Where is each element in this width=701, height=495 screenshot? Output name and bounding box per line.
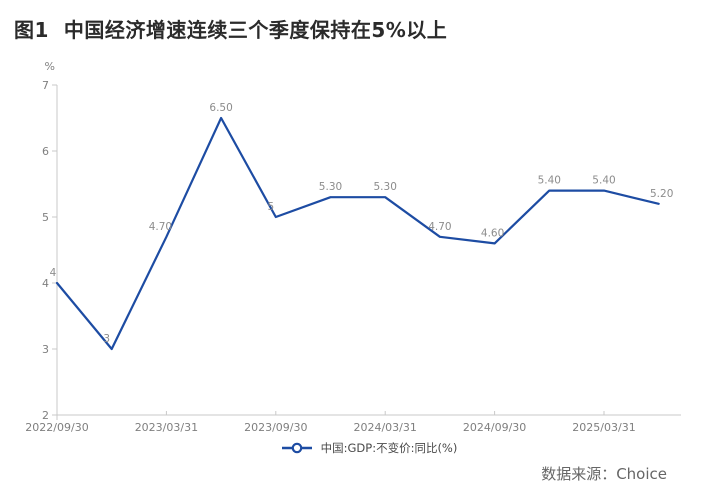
svg-text:7: 7 — [42, 79, 49, 92]
svg-text:4.70: 4.70 — [428, 221, 451, 233]
svg-text:5.30: 5.30 — [319, 181, 342, 193]
data-source: 数据来源：Choice — [541, 465, 667, 483]
svg-text:4.70: 4.70 — [149, 221, 172, 233]
svg-text:2023/03/31: 2023/03/31 — [135, 421, 198, 434]
svg-text:5: 5 — [42, 211, 49, 224]
svg-text:5: 5 — [267, 201, 274, 213]
svg-text:5.30: 5.30 — [374, 181, 397, 193]
gdp-line-chart: 7 6 5 4 3 2% 2022/09/30 2023/03/31 2023/09/30 202… — [25, 60, 681, 434]
svg-text:2025/03/31: 2025/03/31 — [572, 421, 635, 434]
svg-text:2023/09/30: 2023/09/30 — [244, 421, 307, 434]
svg-text:5.40: 5.40 — [592, 175, 615, 187]
svg-text:2024/03/31: 2024/03/31 — [353, 421, 416, 434]
svg-text:4.60: 4.60 — [481, 227, 504, 239]
svg-text:3: 3 — [42, 343, 49, 356]
legend-series-label: 中国:GDP:不变价:同比(%) — [320, 441, 458, 455]
chart-legend: 中国:GDP:不变价:同比(%) — [57, 440, 681, 456]
svg-text:5.20: 5.20 — [650, 188, 673, 200]
chart-title: 图1 中国经济增速连续三个季度保持在5%以上 — [14, 18, 448, 42]
series-marker-icon — [281, 442, 313, 454]
svg-text:5.40: 5.40 — [538, 175, 561, 187]
svg-text:2: 2 — [42, 409, 49, 422]
svg-text:2024/09/30: 2024/09/30 — [463, 421, 526, 434]
svg-text:6: 6 — [42, 145, 49, 158]
svg-text:3: 3 — [103, 333, 110, 345]
svg-text:6.50: 6.50 — [209, 102, 232, 114]
svg-text:4: 4 — [42, 277, 49, 290]
svg-text:4: 4 — [50, 267, 57, 279]
svg-text:2022/09/30: 2022/09/30 — [25, 421, 88, 434]
svg-text:%: % — [45, 60, 55, 73]
